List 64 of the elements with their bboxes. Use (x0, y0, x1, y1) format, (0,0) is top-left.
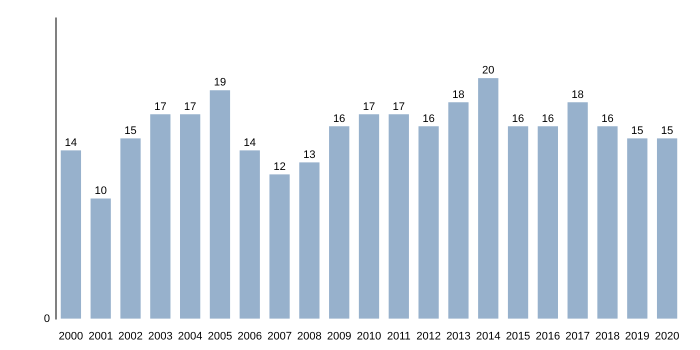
data-label: 17 (154, 100, 166, 113)
data-label: 12 (273, 160, 286, 173)
bar (656, 138, 678, 319)
x-tick-label: 2015 (506, 330, 530, 342)
x-tick-label: 2006 (238, 330, 262, 342)
bar (90, 198, 111, 319)
bar (329, 126, 350, 319)
bar (418, 126, 439, 319)
data-label: 20 (482, 64, 494, 77)
x-tick-label: 2014 (476, 330, 500, 342)
x-tick-label: 2012 (416, 330, 441, 342)
data-label: 17 (362, 100, 376, 113)
x-tick-label: 2007 (267, 330, 292, 342)
bar (478, 78, 498, 319)
bar (448, 102, 469, 319)
data-label: 19 (214, 76, 226, 89)
x-tick-label: 2005 (208, 330, 232, 342)
x-tick-label: 2016 (536, 330, 560, 342)
data-label: 16 (422, 112, 435, 125)
bar (538, 126, 558, 319)
x-tick-label: 2003 (148, 330, 173, 342)
data-label: 13 (303, 148, 316, 161)
bar (388, 114, 409, 319)
bar (358, 114, 380, 319)
x-tick-label: 2002 (118, 330, 143, 342)
bar (299, 162, 320, 319)
bar (150, 114, 170, 319)
x-tick-label: 2000 (58, 330, 84, 342)
x-tick-label: 2011 (386, 330, 411, 342)
bar (627, 138, 648, 319)
data-label: 18 (572, 88, 584, 101)
x-tick-label: 2020 (654, 330, 680, 342)
data-label: 16 (601, 112, 614, 125)
x-tick-label: 2010 (356, 330, 382, 342)
x-tick-label: 2019 (625, 330, 650, 342)
data-label: 10 (94, 185, 107, 198)
data-label: 15 (660, 124, 674, 137)
data-label: 14 (244, 136, 256, 149)
data-label: 15 (631, 124, 644, 137)
data-label: 14 (64, 136, 78, 149)
bar (210, 90, 230, 319)
bar (60, 150, 82, 319)
data-label: 15 (124, 124, 137, 137)
data-label: 18 (452, 88, 465, 101)
data-label: 16 (542, 112, 554, 125)
x-tick-label: 2017 (565, 330, 590, 342)
bar (508, 126, 528, 319)
x-tick-label: 2009 (326, 330, 352, 342)
bar (269, 174, 290, 319)
x-tick-label: 2004 (178, 330, 202, 342)
bar (240, 150, 260, 319)
x-tick-label: 2001 (88, 330, 113, 342)
data-label: 17 (392, 100, 405, 113)
data-label: 16 (333, 112, 346, 125)
bar (180, 114, 200, 319)
x-tick-label: 2018 (595, 330, 620, 342)
data-label: 16 (512, 112, 524, 125)
x-tick-label: 2008 (297, 330, 322, 342)
data-label: 17 (184, 100, 196, 113)
text: 0 (44, 312, 50, 325)
bar (120, 138, 141, 319)
x-tick-label: 2013 (446, 330, 471, 342)
bar (568, 102, 588, 319)
bar (597, 126, 618, 319)
